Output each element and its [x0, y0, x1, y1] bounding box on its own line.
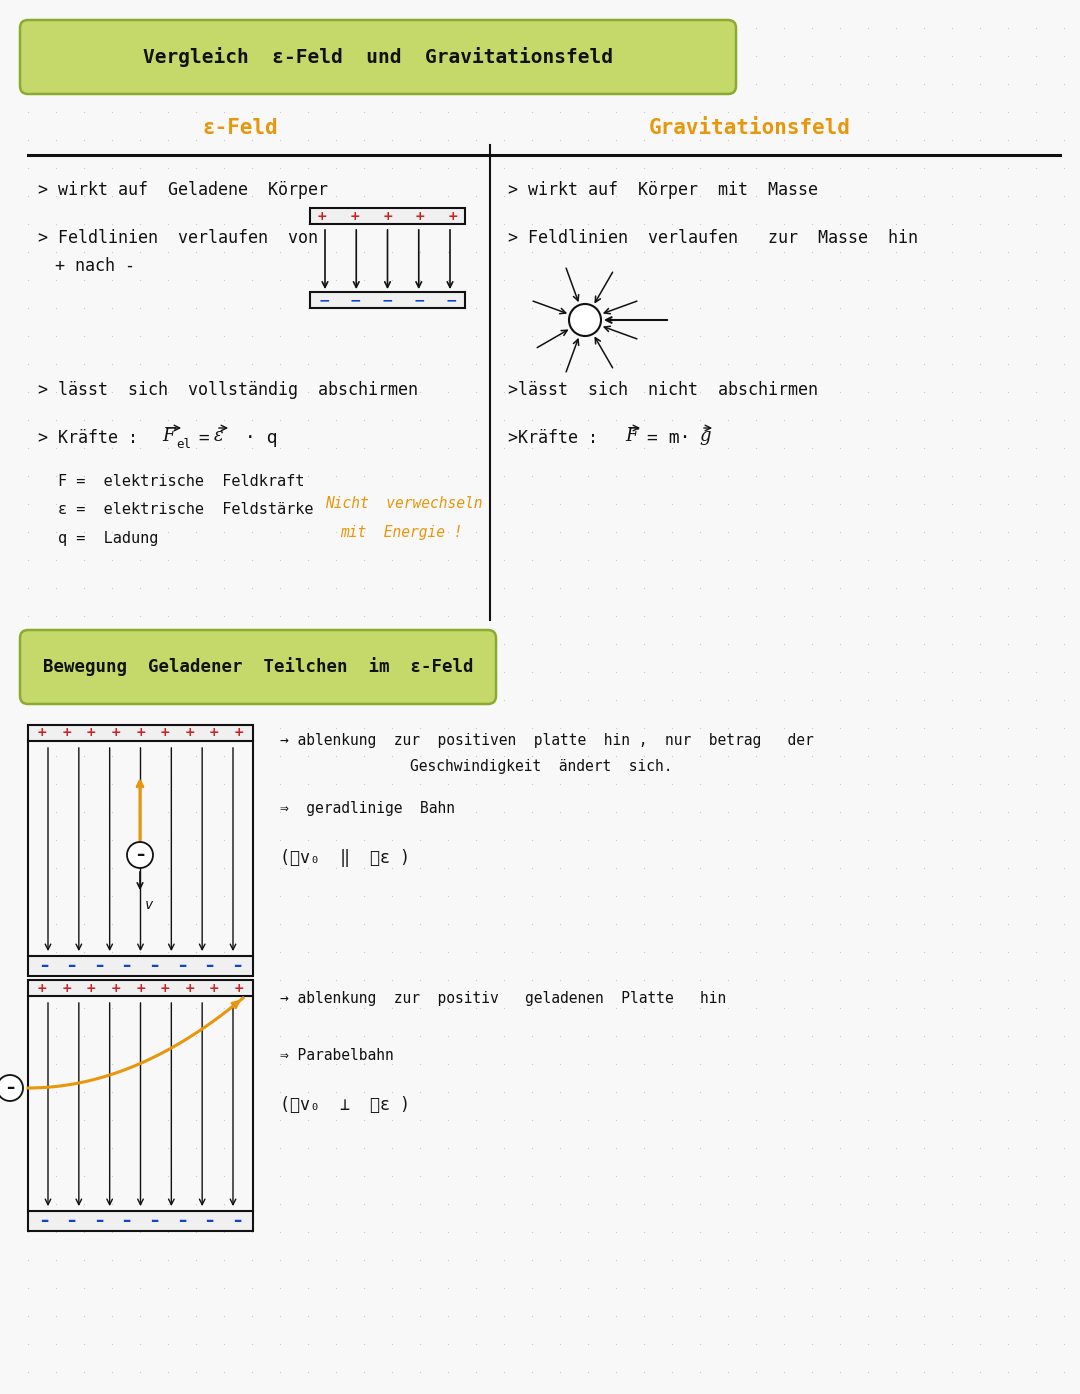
Bar: [310, 208, 465, 224]
Text: –: –: [123, 1211, 131, 1230]
Text: –: –: [95, 958, 104, 974]
Text: > wirkt auf  Körper  mit  Masse: > wirkt auf Körper mit Masse: [508, 181, 818, 199]
Text: –: –: [136, 846, 144, 864]
Text: + nach -: + nach -: [55, 256, 135, 275]
Text: –: –: [150, 958, 159, 974]
FancyBboxPatch shape: [21, 630, 496, 704]
Text: −: −: [381, 293, 393, 307]
Text: F =  elektrische  Feldkraft: F = elektrische Feldkraft: [58, 474, 305, 489]
Bar: [28, 980, 253, 995]
Text: –: –: [205, 958, 214, 974]
Text: · q: · q: [234, 429, 278, 447]
Text: +: +: [316, 209, 327, 223]
Text: F: F: [625, 427, 637, 445]
Text: –: –: [40, 958, 49, 974]
Text: +: +: [185, 981, 195, 994]
Text: −: −: [319, 293, 329, 307]
Text: +: +: [37, 726, 48, 739]
Text: +: +: [110, 981, 121, 994]
Text: +: +: [86, 981, 96, 994]
Text: –: –: [123, 958, 131, 974]
Text: Nicht  verwechseln: Nicht verwechseln: [325, 496, 483, 512]
FancyBboxPatch shape: [21, 20, 735, 93]
Text: mit  Energie !: mit Energie !: [340, 524, 462, 539]
Text: +: +: [160, 726, 171, 739]
Text: +: +: [86, 726, 96, 739]
Text: > Feldlinien  verlaufen   zur  Masse  hin: > Feldlinien verlaufen zur Masse hin: [508, 229, 918, 247]
Text: > lässt  sich  vollständig  abschirmen: > lässt sich vollständig abschirmen: [38, 381, 418, 399]
Text: > Feldlinien  verlaufen  von: > Feldlinien verlaufen von: [38, 229, 318, 247]
Text: –: –: [150, 1211, 159, 1230]
Text: Bewegung  Geladener  Teilchen  im  ε-Feld: Bewegung Geladener Teilchen im ε-Feld: [43, 658, 473, 676]
Text: −: −: [350, 293, 362, 307]
Text: –: –: [40, 1211, 49, 1230]
Circle shape: [127, 842, 153, 868]
Text: +: +: [233, 726, 244, 739]
Text: q =  Ladung: q = Ladung: [58, 531, 159, 545]
Text: → ablenkung  zur  positiv   geladenen  Platte   hin: → ablenkung zur positiv geladenen Platte…: [280, 991, 726, 1005]
Text: –: –: [5, 1079, 14, 1097]
Text: g: g: [699, 427, 711, 445]
Text: > Kräfte :: > Kräfte :: [38, 429, 138, 447]
Text: +: +: [62, 981, 72, 994]
Text: –: –: [95, 1211, 104, 1230]
Text: → ablenkung  zur  positiven  platte  hin ,  nur  betrag   der: → ablenkung zur positiven platte hin , n…: [280, 732, 813, 747]
Circle shape: [0, 1075, 23, 1101]
Text: > wirkt auf  Geladene  Körper: > wirkt auf Geladene Körper: [38, 181, 328, 199]
Text: =: =: [188, 429, 220, 447]
Circle shape: [569, 304, 600, 336]
Text: Vergleich  ε-Feld  und  Gravitationsfeld: Vergleich ε-Feld und Gravitationsfeld: [143, 47, 613, 67]
Text: –: –: [178, 958, 186, 974]
Text: –: –: [178, 1211, 186, 1230]
Text: ⇒ Parabelbahn: ⇒ Parabelbahn: [280, 1047, 394, 1062]
Text: = m·: = m·: [647, 429, 690, 447]
Text: −: −: [445, 293, 457, 307]
Text: +: +: [210, 981, 219, 994]
Text: +: +: [210, 726, 219, 739]
Text: +: +: [37, 981, 48, 994]
Text: ⇒  geradlinige  Bahn: ⇒ geradlinige Bahn: [280, 800, 455, 815]
Text: +: +: [135, 726, 146, 739]
Text: –: –: [205, 1211, 214, 1230]
Text: +: +: [350, 209, 360, 223]
Text: –: –: [67, 958, 76, 974]
Text: el: el: [176, 439, 191, 452]
Text: >Kräfte :: >Kräfte :: [508, 429, 598, 447]
Bar: [310, 291, 465, 308]
Text: ε: ε: [214, 427, 224, 445]
Text: (⃗v₀  ‖  ⃗ε ): (⃗v₀ ‖ ⃗ε ): [280, 849, 410, 867]
Text: +: +: [110, 726, 121, 739]
Text: Gravitationsfeld: Gravitationsfeld: [649, 118, 851, 138]
Text: +: +: [135, 981, 146, 994]
Text: (⃗v₀  ⊥  ⃗ε ): (⃗v₀ ⊥ ⃗ε ): [280, 1096, 410, 1114]
Text: +: +: [160, 981, 171, 994]
Text: +: +: [233, 981, 244, 994]
Text: +: +: [185, 726, 195, 739]
Text: –: –: [67, 1211, 76, 1230]
Bar: [28, 1211, 253, 1231]
Text: ε =  elektrische  Feldstärke: ε = elektrische Feldstärke: [58, 502, 313, 517]
Text: −: −: [414, 293, 426, 307]
Bar: [28, 956, 253, 976]
Text: –: –: [233, 1211, 241, 1230]
Text: –: –: [233, 958, 241, 974]
Bar: [28, 725, 253, 742]
Text: Geschwindigkeit  ändert  sich.: Geschwindigkeit ändert sich.: [410, 758, 673, 774]
Text: +: +: [62, 726, 72, 739]
Text: +: +: [382, 209, 393, 223]
Text: +: +: [448, 209, 458, 223]
Text: v: v: [145, 898, 153, 912]
Text: +: +: [415, 209, 426, 223]
Text: F: F: [162, 427, 175, 445]
Text: ε-Feld: ε-Feld: [202, 118, 278, 138]
Text: >lässt  sich  nicht  abschirmen: >lässt sich nicht abschirmen: [508, 381, 818, 399]
